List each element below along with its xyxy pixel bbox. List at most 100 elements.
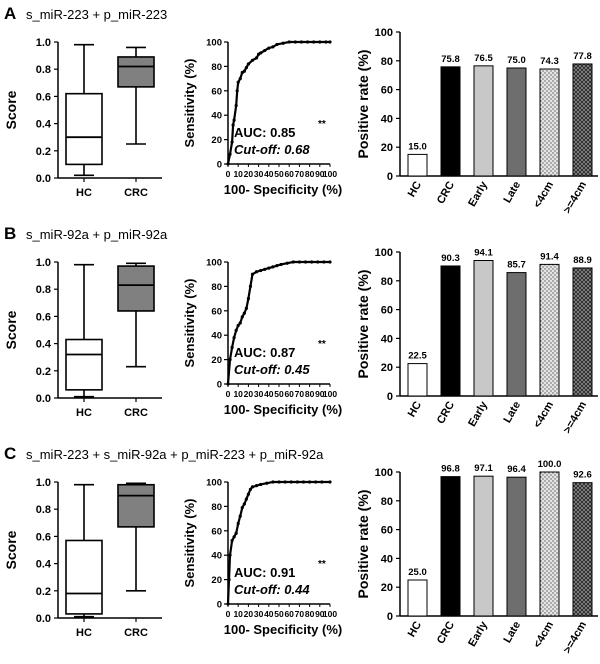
roc-point (295, 480, 299, 484)
bar-value-label: 97.1 (474, 463, 493, 474)
bar-value-label: 94.1 (474, 247, 493, 258)
y-tick-label: 60 (211, 306, 222, 317)
x-tick-label: HC (406, 179, 424, 199)
x-tick-label: 80 (305, 609, 315, 619)
bar-value-label: 85.7 (507, 260, 526, 271)
bar-value-label: 91.4 (540, 251, 559, 262)
auc-label: AUC: 0.85 (234, 125, 295, 140)
bar-value-label: 15.0 (408, 141, 427, 152)
x-tick-label: 70 (295, 609, 305, 619)
auc-label: AUC: 0.87 (234, 345, 295, 360)
roc-point (259, 51, 263, 55)
y-tick-label: 60 (211, 526, 222, 537)
y-axis-label: Positive rate (%) (355, 490, 371, 599)
y-tick-label: 0.8 (36, 64, 51, 76)
roc-point (242, 69, 246, 73)
roc-point (310, 260, 314, 264)
bar-1 (440, 66, 461, 177)
roc-point (244, 306, 248, 310)
x-tick-label: 100 (323, 609, 337, 619)
x-tick-label: 20 (244, 169, 254, 179)
bar-value-label: 75.8 (441, 54, 460, 65)
roc-point (226, 162, 230, 166)
y-tick-label: 20 (211, 575, 222, 586)
bar-2 (473, 475, 494, 617)
x-tick-label: 30 (254, 609, 264, 619)
y-tick-label: 0 (387, 171, 393, 183)
x-tick-label: 80 (305, 169, 315, 179)
y-axis-label: Sensitivity (%) (182, 499, 197, 588)
y-tick-label: 0.6 (36, 311, 51, 323)
y-tick-label: 60 (381, 525, 393, 537)
cutoff-label: Cut-off: 0.45 (234, 362, 310, 377)
bar-chart: 0 20 40 60 80 100 Positive rate (%) 25.0 HC 96.8 C… (355, 459, 598, 656)
x-tick-label: 10 (233, 609, 243, 619)
roc-point (232, 336, 236, 340)
x-tick-label: HC (76, 187, 92, 199)
roc-point (259, 482, 263, 487)
y-tick-label: 0.8 (36, 504, 51, 516)
roc-point (244, 497, 248, 501)
roc-point (275, 264, 279, 268)
bar-value-label: 96.4 (507, 464, 526, 475)
roc-point (248, 487, 253, 491)
x-tick-label: 50 (274, 389, 284, 399)
roc-point (322, 260, 326, 264)
y-tick-label: 0.2 (36, 366, 51, 378)
panel-title: s_miR-223 + s_miR-92a + p_miR-223 + p_mi… (26, 447, 324, 462)
y-tick-label: 20 (211, 355, 222, 366)
y-tick-label: 60 (381, 85, 393, 97)
y-tick-label: 0.0 (36, 173, 51, 185)
y-tick-label: 0.4 (36, 559, 52, 571)
roc-point (277, 480, 281, 484)
roc-point (228, 152, 232, 156)
bar-value-label: 74.3 (540, 56, 559, 67)
roc-point (303, 260, 308, 264)
y-tick-label: 0.0 (36, 613, 51, 625)
y-tick-label: 0.6 (36, 91, 51, 103)
roc-point (238, 321, 242, 325)
roc-point (328, 260, 332, 264)
x-tick-label: HC (76, 407, 92, 419)
x-tick-label: 70 (295, 169, 305, 179)
y-tick-label: 100 (206, 38, 222, 49)
x-tick-label: CRC (435, 619, 457, 646)
roc-point (230, 345, 234, 349)
roc-point (287, 40, 291, 44)
roc-point (240, 506, 244, 510)
roc-point (293, 40, 297, 44)
x-tick-label: <4cm (531, 619, 556, 650)
x-tick-label: HC (406, 619, 424, 639)
roc-series-line (226, 260, 330, 385)
y-tick-label: 100 (375, 247, 393, 259)
bar-0 (407, 153, 428, 177)
bar-5 (572, 267, 593, 397)
y-tick-label: 20 (211, 135, 222, 146)
y-tick-label: 80 (211, 282, 222, 293)
y-tick-label: 40 (381, 113, 393, 125)
y-tick-label: 0.4 (36, 119, 52, 131)
x-axis-label: 100- Specificity (%) (224, 182, 343, 197)
y-tick-label: 60 (381, 305, 393, 317)
roc-point (263, 267, 267, 271)
panel-letter: C (4, 444, 16, 463)
roc-point (328, 480, 332, 484)
y-tick-label: 40 (381, 553, 393, 565)
x-tick-label: 70 (295, 389, 305, 399)
roc-point (242, 502, 246, 506)
roc-point (230, 140, 234, 144)
box-hc (65, 92, 103, 166)
y-tick-label: 0.6 (36, 531, 51, 543)
y-axis-label: Positive rate (%) (355, 270, 371, 379)
roc-point (227, 578, 231, 582)
x-tick-label: Early (466, 179, 490, 209)
x-tick-label: CRC (435, 179, 457, 206)
bar-value-label: 76.5 (474, 53, 493, 64)
y-tick-label: 80 (381, 276, 393, 288)
x-tick-label: 40 (264, 389, 274, 399)
bar-4 (539, 263, 560, 397)
y-tick-label: 20 (381, 582, 393, 594)
